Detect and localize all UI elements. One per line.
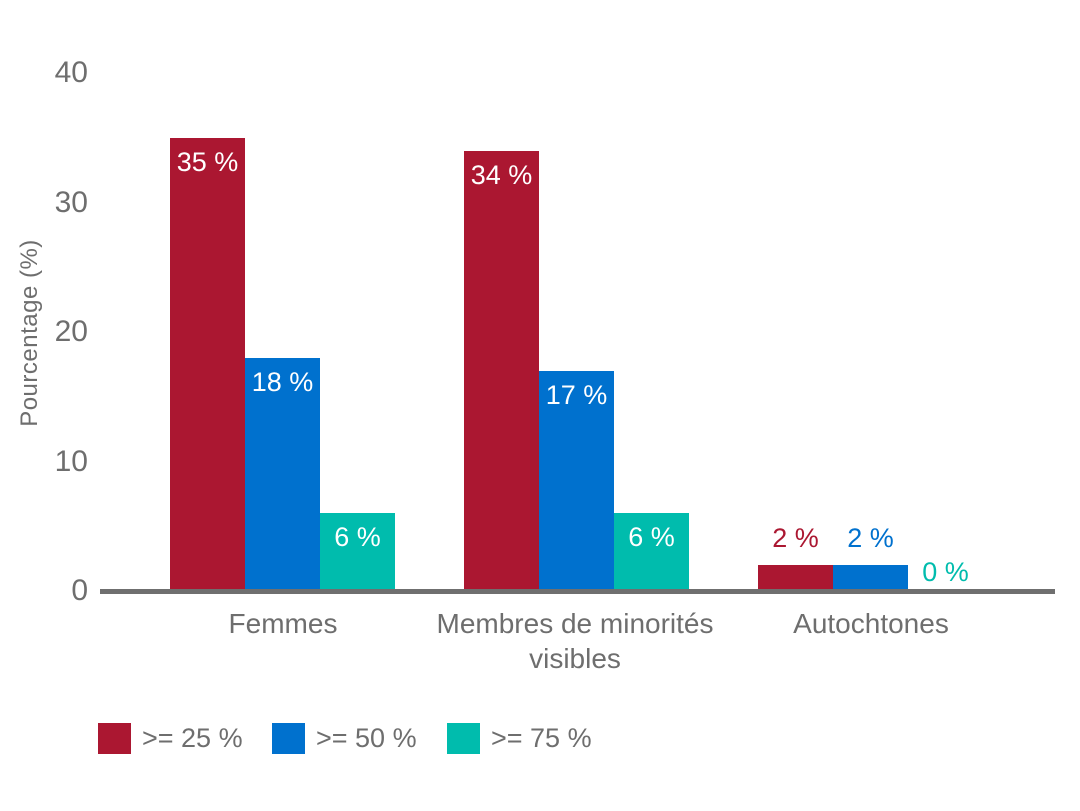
legend-swatch-25 [98, 723, 131, 754]
y-axis-tick-30: 30 [54, 185, 88, 219]
legend-item-75: >= 75 % [447, 722, 592, 755]
bar-value-label-autochtones-75: 0 % [922, 557, 969, 587]
legend-label-50: >= 50 % [316, 723, 417, 753]
bar-membres-de-minorit-s-visibles-75: 6 % [614, 513, 689, 591]
bar-autochtones-25 [758, 565, 833, 591]
legend-label-25: >= 25 % [142, 723, 243, 753]
x-axis-label-membres-de-minorit-s-visibles: Membres de minorités visibles [436, 608, 714, 674]
bar-femmes-50: 18 % [245, 358, 320, 591]
x-axis-label-femmes: Femmes [228, 608, 338, 639]
bar-femmes-75: 6 % [320, 513, 395, 591]
x-axis-line [100, 589, 1055, 594]
bar-membres-de-minorit-s-visibles-25: 34 % [464, 151, 539, 591]
bar-femmes-25: 35 % [170, 138, 245, 591]
bar-autochtones-50 [833, 565, 908, 591]
bar-value-label-membres-de-minorit-s-visibles-25: 34 % [470, 160, 533, 190]
x-axis-label-autochtones: Autochtones [793, 608, 949, 639]
bar-value-label-autochtones-50: 2 % [847, 523, 894, 553]
y-axis-tick-0: 0 [71, 574, 88, 607]
bar-value-label-autochtones-25: 2 % [772, 523, 819, 553]
y-axis-tick-10: 10 [54, 444, 88, 478]
legend-item-25: >= 25 % [98, 722, 243, 755]
y-axis-tick-40: 40 [54, 56, 88, 89]
bar-value-label-femmes-25: 35 % [176, 147, 239, 177]
y-axis-tick-20: 20 [54, 315, 88, 348]
bar-value-label-membres-de-minorit-s-visibles-75: 6 % [628, 522, 675, 552]
bar-value-label-membres-de-minorit-s-visibles-50: 17 % [545, 380, 608, 410]
bar-value-label-femmes-75: 6 % [334, 522, 381, 552]
bar-value-label-femmes-50: 18 % [251, 367, 314, 397]
legend-item-50: >= 50 % [272, 722, 417, 755]
legend-swatch-75 [447, 723, 480, 754]
bar-membres-de-minorit-s-visibles-50: 17 % [539, 371, 614, 591]
legend-swatch-50 [272, 723, 305, 754]
legend-label-75: >= 75 % [491, 723, 592, 753]
